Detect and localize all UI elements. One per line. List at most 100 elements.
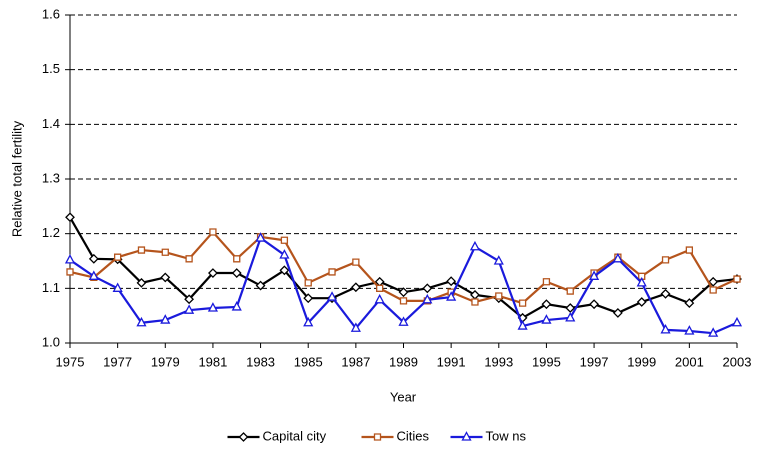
marker [233, 255, 241, 263]
marker [731, 316, 743, 327]
marker [565, 311, 576, 322]
marker [708, 276, 719, 287]
x-tick-label: 1977 [103, 354, 132, 369]
marker [326, 291, 338, 301]
y-tick-label: 1.1 [42, 280, 60, 295]
x-axis-label: Year [390, 389, 417, 404]
marker [399, 297, 408, 305]
marker [660, 323, 671, 334]
legend-label: Tow ns [486, 428, 527, 443]
x-tick-label: 1985 [294, 354, 323, 369]
marker [209, 228, 217, 236]
x-tick-label: 1981 [198, 354, 227, 369]
x-tick-label: 1991 [437, 354, 466, 369]
x-tick-label: 1975 [56, 354, 85, 369]
marker [207, 302, 219, 312]
marker [161, 248, 169, 256]
marker [446, 276, 457, 287]
marker [398, 316, 409, 326]
x-tick-label: 1999 [627, 354, 656, 369]
marker [238, 432, 249, 442]
marker [279, 249, 290, 259]
marker [374, 293, 385, 304]
marker [208, 268, 218, 278]
marker [542, 278, 551, 286]
marker [304, 279, 312, 287]
marker [88, 253, 99, 264]
marker [112, 282, 123, 292]
marker [136, 277, 147, 288]
x-tick-label: 1979 [151, 354, 180, 369]
marker [303, 293, 314, 304]
marker [231, 301, 242, 311]
y-tick-label: 1.6 [42, 6, 60, 21]
marker [636, 297, 647, 307]
marker [255, 232, 266, 242]
marker [517, 320, 528, 330]
x-tick-label: 1987 [341, 354, 370, 369]
marker [137, 246, 146, 254]
marker [612, 308, 623, 318]
marker [376, 284, 384, 292]
marker [541, 314, 552, 324]
marker [65, 212, 75, 223]
x-tick-label: 1993 [484, 354, 513, 369]
marker [612, 252, 623, 263]
marker [66, 268, 74, 276]
marker [350, 322, 361, 332]
marker [185, 255, 193, 263]
marker [471, 298, 479, 306]
marker [589, 299, 599, 310]
x-tick-label: 2003 [723, 354, 752, 369]
marker [493, 255, 504, 265]
marker [495, 292, 503, 300]
marker [160, 314, 171, 324]
legend-label: Capital city [263, 428, 327, 443]
marker [661, 256, 670, 264]
y-tick-label: 1.3 [42, 170, 60, 185]
x-tick-label: 1995 [532, 354, 561, 369]
marker [588, 270, 600, 280]
y-tick-label: 1.0 [42, 334, 60, 349]
marker [469, 240, 481, 251]
legend-label: Cities [397, 428, 430, 443]
x-tick-label: 2001 [675, 354, 704, 369]
marker [660, 288, 671, 299]
marker [636, 276, 647, 287]
x-tick-label: 1997 [580, 354, 609, 369]
marker [733, 275, 741, 283]
marker [398, 287, 409, 298]
marker [88, 270, 99, 280]
x-tick-label: 1983 [246, 354, 275, 369]
marker [541, 299, 552, 310]
marker [446, 291, 457, 301]
y-axis-label: Relative total fertility [9, 120, 24, 237]
marker [184, 304, 195, 314]
marker [255, 280, 266, 291]
marker [684, 325, 695, 335]
marker [461, 431, 472, 441]
marker [422, 293, 433, 304]
marker [328, 268, 336, 276]
marker [350, 282, 361, 293]
marker [160, 272, 171, 283]
marker [280, 236, 289, 244]
marker [279, 265, 290, 276]
marker [566, 287, 574, 295]
marker [684, 298, 695, 309]
x-tick-label: 1989 [389, 354, 418, 369]
marker [64, 254, 76, 264]
marker [709, 286, 717, 294]
marker [685, 246, 694, 254]
marker [231, 268, 242, 278]
y-tick-label: 1.2 [42, 225, 60, 240]
marker [518, 299, 527, 307]
marker [303, 316, 314, 327]
y-tick-label: 1.4 [42, 116, 60, 131]
marker [422, 283, 433, 294]
marker [638, 272, 646, 280]
marker [136, 316, 147, 327]
marker [708, 327, 719, 337]
marker [373, 433, 382, 441]
